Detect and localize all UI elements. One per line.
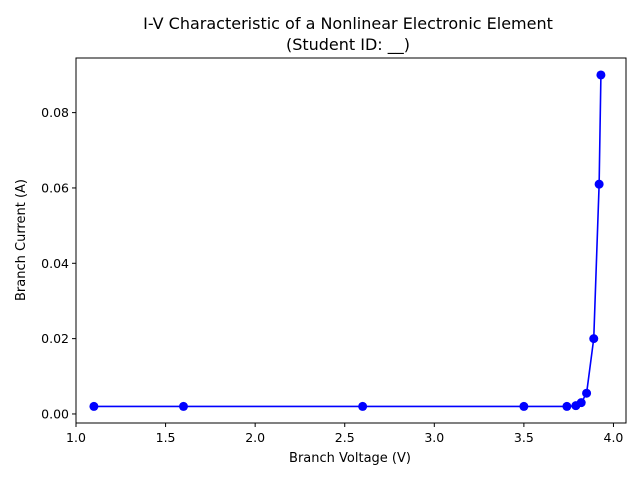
- data-point: [89, 401, 99, 411]
- y-tick-label: 0.04: [41, 256, 69, 271]
- data-point: [562, 401, 572, 411]
- x-tick-label: 1.5: [156, 430, 176, 445]
- data-point: [582, 388, 592, 398]
- x-axis: 1.0 1.5 2.0 2.5 3.0 3.5 4.0: [66, 423, 623, 445]
- y-tick-label: 0.08: [41, 105, 69, 120]
- series-line: [93, 74, 602, 408]
- y-tick-label: 0.02: [41, 331, 69, 346]
- x-tick-label: 1.0: [66, 430, 86, 445]
- x-axis-label: Branch Voltage (V): [289, 451, 411, 466]
- y-axis-label: Branch Current (A): [14, 179, 29, 301]
- x-tick-label: 3.5: [514, 430, 534, 445]
- data-point: [576, 398, 586, 408]
- data-point: [589, 334, 599, 344]
- data-point: [358, 401, 368, 411]
- data-point: [596, 70, 606, 80]
- data-point: [178, 401, 188, 411]
- x-tick-label: 2.5: [335, 430, 355, 445]
- chart-title-line1: I-V Characteristic of a Nonlinear Electr…: [143, 14, 553, 33]
- x-tick-label: 4.0: [604, 430, 624, 445]
- x-tick-label: 2.0: [245, 430, 265, 445]
- chart-title-line2: (Student ID: __): [286, 35, 410, 55]
- y-tick-label: 0.00: [41, 406, 69, 421]
- plot-frame: [75, 57, 627, 424]
- y-axis: 0.00 0.02 0.04 0.06 0.08: [41, 105, 76, 421]
- plot-area: [89, 70, 606, 411]
- data-point: [519, 401, 529, 411]
- y-tick-label: 0.06: [41, 180, 69, 195]
- x-tick-label: 3.0: [424, 430, 444, 445]
- data-point: [594, 179, 604, 189]
